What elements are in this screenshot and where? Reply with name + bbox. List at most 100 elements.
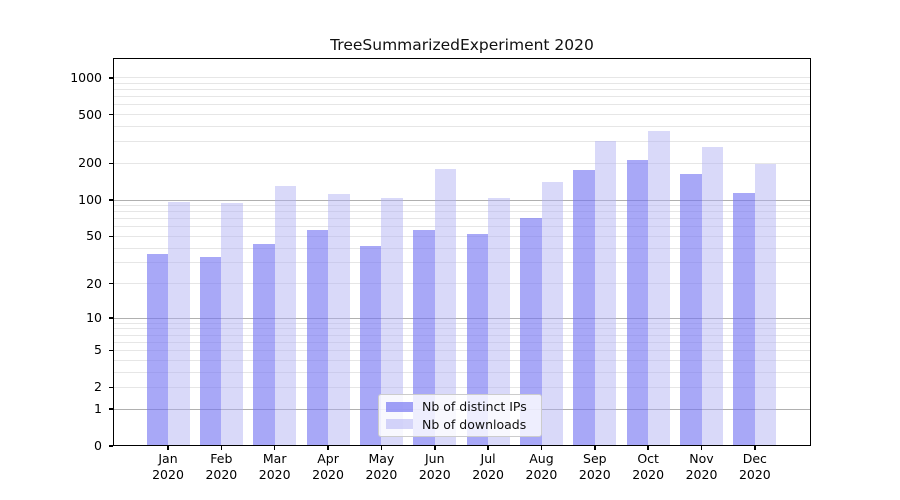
x-tick-mark [220,446,223,450]
gridline-200 [114,162,810,164]
bar-downloads-may [381,197,403,446]
x-tick-label-jun: Jun 2020 [418,451,451,482]
gridline-70 [114,218,810,220]
y-tick-mark [109,349,113,352]
bar-distinct-ips-mar [253,244,275,446]
y-tick-mark [109,386,113,389]
bar-downloads-jun [434,168,457,446]
x-tick-label-nov: Nov 2020 [685,451,718,482]
x-tick-label-oct: Oct 2020 [632,451,665,482]
gridline-5 [114,349,810,351]
x-tick-mark [700,446,703,450]
x-tick-label-aug: Aug 2020 [525,451,558,482]
bar-distinct-ips-dec [733,192,755,446]
gridline-40 [114,247,810,249]
gridline-500 [114,114,810,116]
x-tick-mark [380,446,383,450]
y-tick-mark [109,162,113,165]
bar-distinct-ips-jul [466,234,489,446]
gridline-300 [114,141,810,143]
y-tick-mark [109,317,113,319]
bar-distinct-ips-apr [306,229,329,446]
y-tick-mark [109,113,113,116]
x-tick-mark [434,446,436,450]
y-tick-mark [109,77,113,79]
y-tick-label-500: 500 [78,106,102,122]
gridline-400 [114,126,810,128]
x-tick-mark [594,446,596,450]
y-tick-label-2: 2 [94,379,102,395]
x-tick-label-may: May 2020 [365,451,398,482]
gridline-7 [114,334,810,336]
y-tick-mark [109,408,113,410]
legend-label-distinct-ips: Nb of distinct IPs [422,399,527,415]
y-tick-mark [109,199,113,201]
x-tick-label-apr: Apr 2020 [312,451,344,482]
gridline-700 [114,96,810,98]
gridline-600 [114,104,810,106]
x-tick-label-feb: Feb 2020 [205,451,238,482]
bar-distinct-ips-oct [626,159,649,446]
gridline-3 [114,371,810,373]
legend-swatch-distinct-ips [386,401,413,412]
bar-distinct-ips-may [359,245,382,446]
x-tick-label-sep: Sep 2020 [578,451,611,482]
x-tick-mark [754,446,756,450]
bar-distinct-ips-jan [146,253,168,446]
x-tick-label-dec: Dec 2020 [738,451,771,482]
bar-distinct-ips-nov [680,173,702,446]
bar-downloads-apr [328,194,350,446]
x-tick-mark [327,446,329,450]
y-tick-label-1000: 1000 [70,69,102,85]
legend-label-downloads: Nb of downloads [422,416,527,432]
gridline-10 [114,317,810,319]
x-tick-mark [167,446,169,450]
gridline-6 [114,341,810,343]
bar-downloads-jul [488,197,510,446]
gridline-50 [114,235,810,237]
x-tick-mark [273,446,276,450]
gridline-30 [114,262,810,264]
gridline-8 [114,328,810,330]
bar-distinct-ips-feb [199,256,222,446]
y-tick-label-50: 50 [86,228,102,244]
x-tick-mark [647,446,649,450]
gridline-2 [114,386,810,388]
y-tick-mark [109,282,113,285]
bar-downloads-aug [541,181,563,446]
gridline-90 [114,205,810,207]
gridline-80 [114,211,810,213]
gridline-4 [114,359,810,361]
legend-row-distinct-ips: Nb of distinct IPs [386,399,534,414]
bar-distinct-ips-sep [573,170,595,446]
bar-downloads-feb [221,203,243,446]
gridline-60 [114,226,810,228]
y-tick-mark [109,445,113,447]
legend-row-downloads: Nb of downloads [386,417,534,432]
y-tick-label-20: 20 [86,275,102,291]
gridline-800 [114,89,810,91]
y-tick-label-5: 5 [94,342,102,358]
y-tick-label-200: 200 [78,155,102,171]
y-tick-mark [109,235,113,238]
gridline-100 [114,199,810,201]
bar-downloads-jan [168,201,190,446]
bar-downloads-mar [274,186,297,446]
x-tick-mark [487,446,489,450]
bar-downloads-nov [701,147,723,446]
legend-swatch-downloads [386,419,413,430]
y-tick-label-100: 100 [78,192,102,207]
y-tick-label-1: 1 [94,401,102,417]
x-tick-label-jan: Jan 2020 [152,451,184,482]
gridline-20 [114,283,810,285]
chart-title: TreeSummarizedExperiment 2020 [330,36,594,54]
bar-downloads-dec [754,163,777,446]
gridline-1000 [114,77,810,79]
gridline-900 [114,82,810,84]
bar-distinct-ips-jun [413,229,435,446]
x-tick-label-jul: Jul 2020 [472,451,504,482]
bar-downloads-oct [648,131,670,446]
